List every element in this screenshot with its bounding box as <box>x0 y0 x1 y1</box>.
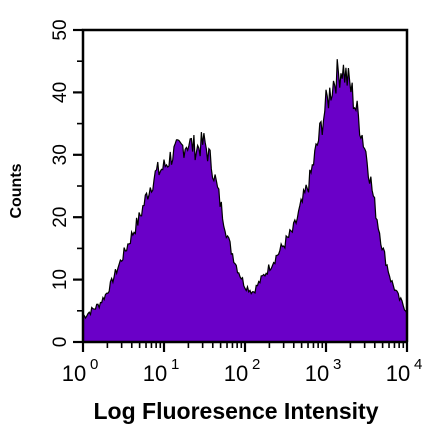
y-tick-label: 10 <box>50 269 71 290</box>
x-tick-exponent: 2 <box>252 356 260 373</box>
y-tick-label: 50 <box>50 19 71 40</box>
x-tick-exponent: 3 <box>333 356 341 373</box>
x-axis-title: Log Fluoresence Intensity <box>94 398 379 424</box>
x-tick-exponent: 0 <box>90 356 98 373</box>
x-tick-label: 10 <box>305 361 329 386</box>
x-tick-label: 10 <box>62 361 86 386</box>
x-tick-label: 10 <box>386 361 410 386</box>
y-tick-label: 40 <box>50 82 71 103</box>
y-tick-label: 20 <box>50 207 71 228</box>
x-tick-exponent: 4 <box>414 356 422 373</box>
y-tick-label: 30 <box>50 144 71 165</box>
x-tick-label: 10 <box>143 361 167 386</box>
y-tick-label: 0 <box>50 337 71 348</box>
y-axis-title: Counts <box>8 163 25 218</box>
y-axis: 0 10 20 30 40 50 <box>50 19 83 347</box>
x-axis: 10 0 10 1 10 2 10 3 10 4 <box>62 340 422 386</box>
x-tick-exponent: 1 <box>171 356 179 373</box>
x-tick-label: 10 <box>224 361 248 386</box>
histogram-series <box>82 59 408 343</box>
